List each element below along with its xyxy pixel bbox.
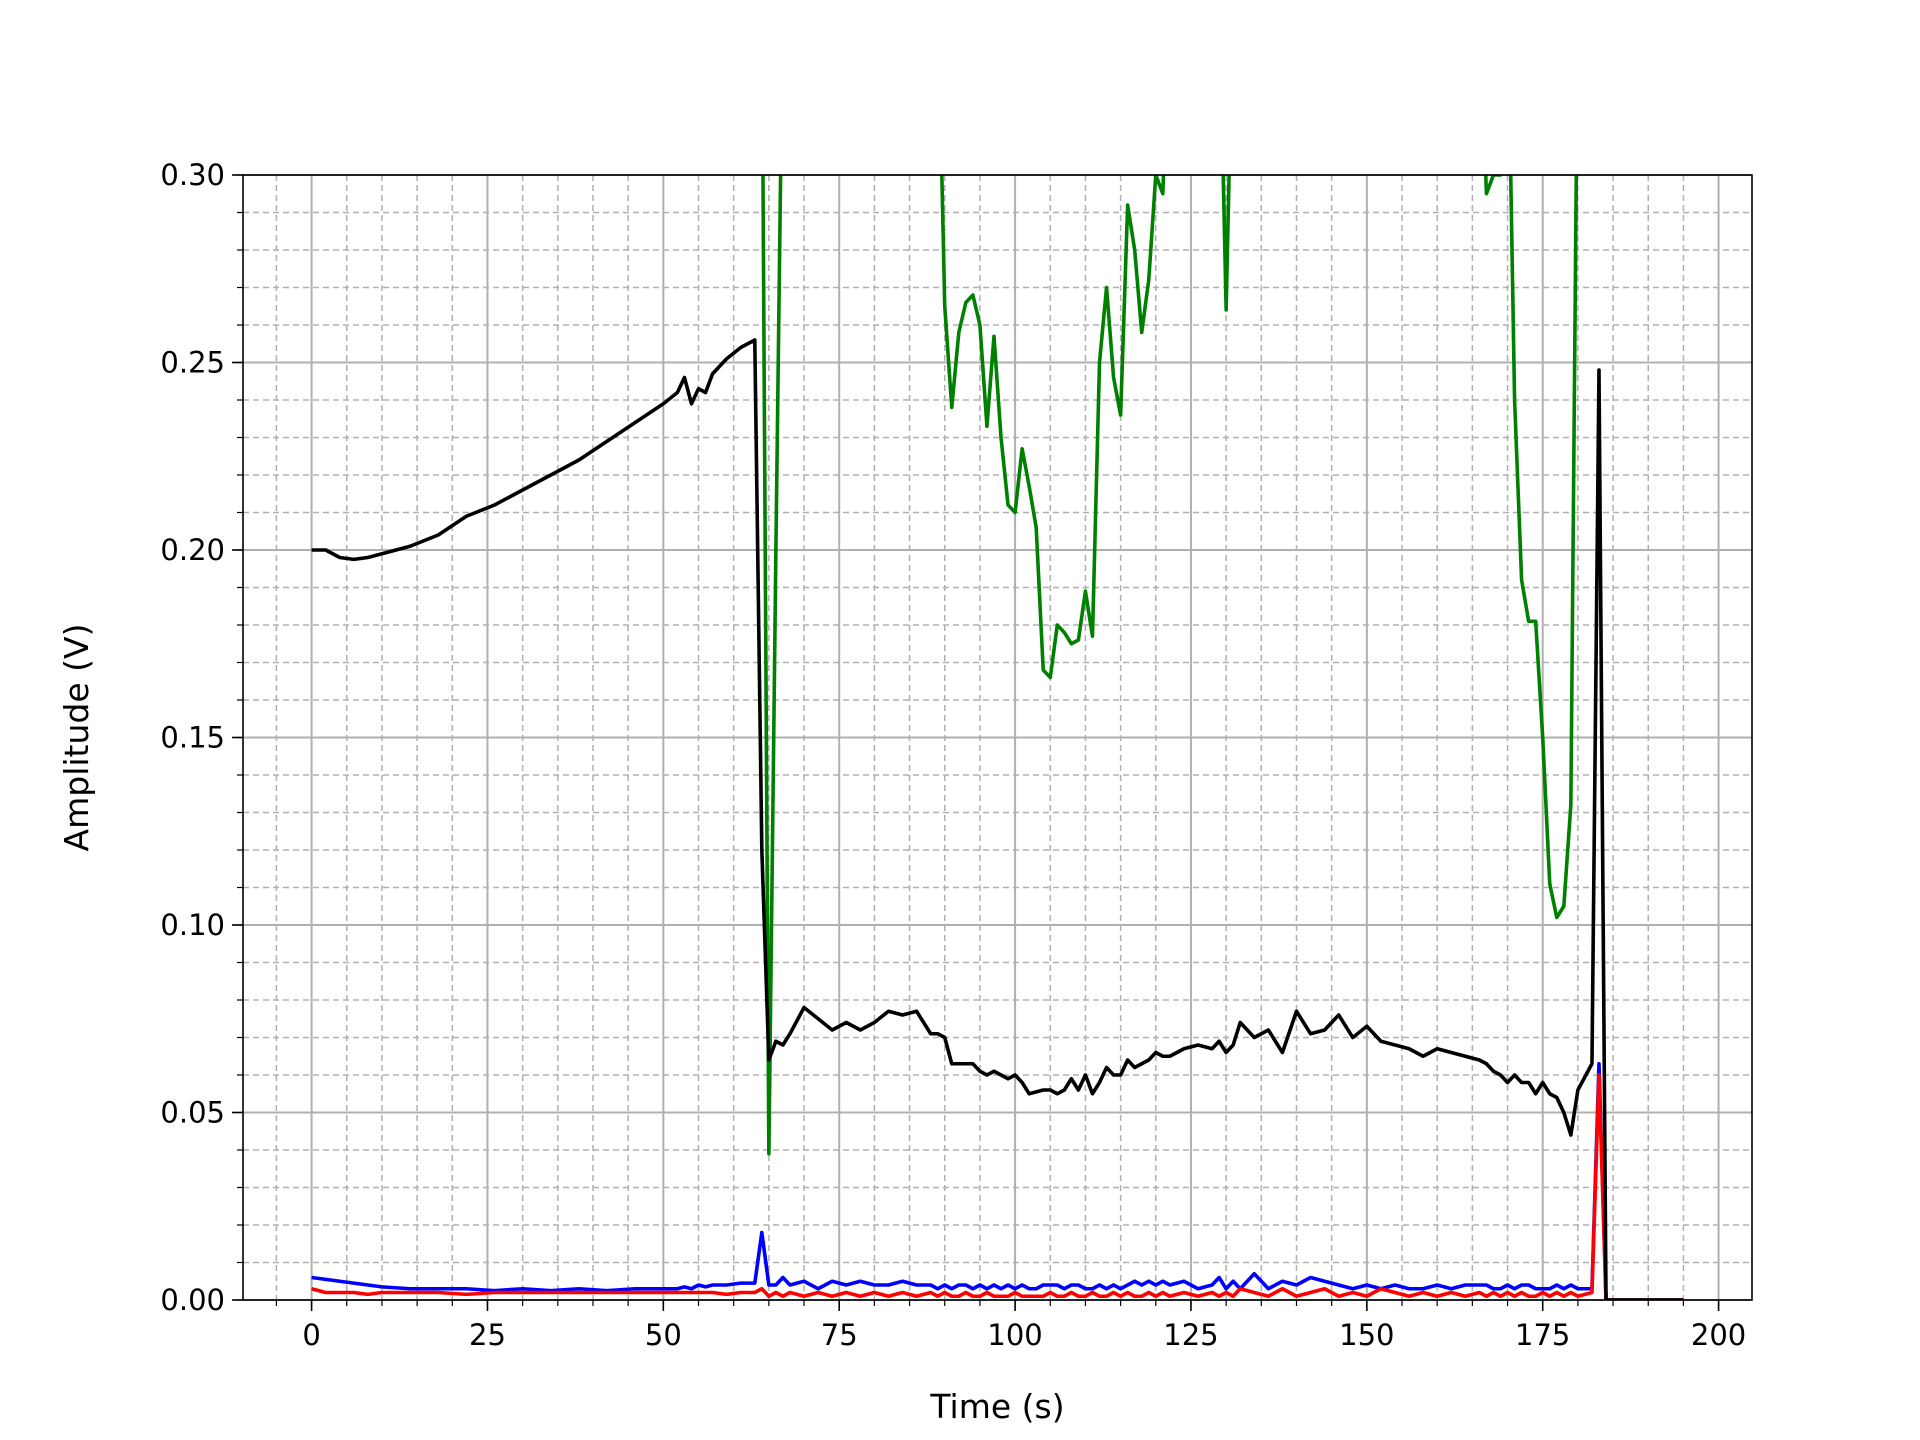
series-line: [311, 1061, 1684, 1300]
series-line: [761, 175, 783, 1156]
x-tick-label: 125: [1163, 1318, 1218, 1352]
y-tick-label: 0.20: [160, 533, 225, 567]
x-tick-label: 25: [469, 1318, 506, 1352]
y-tick-label: 0.15: [160, 721, 225, 755]
series-line: [1483, 175, 1579, 920]
y-tick-label: 0.25: [160, 346, 225, 380]
x-tick-label: 100: [987, 1318, 1042, 1352]
x-tick-label: 75: [821, 1318, 858, 1352]
plot-area: [311, 175, 1684, 1300]
x-tick-label: 0: [302, 1318, 320, 1352]
y-tick-label: 0.30: [160, 158, 225, 192]
series-line: [311, 338, 1684, 1300]
series-line: [311, 1073, 1684, 1300]
y-tick-label: 0.05: [160, 1096, 225, 1130]
x-tick-label: 50: [645, 1318, 682, 1352]
y-tick-label: 0.00: [160, 1283, 225, 1317]
x-tick-label: 175: [1515, 1318, 1570, 1352]
x-tick-label: 150: [1339, 1318, 1394, 1352]
y-tick-label: 0.10: [160, 908, 225, 942]
y-axis-label: Amplitude (V): [57, 624, 96, 852]
series-line: [1221, 175, 1231, 312]
x-tick-label: 200: [1691, 1318, 1746, 1352]
x-axis-label: Time (s): [929, 1387, 1064, 1426]
series-line: [940, 175, 1166, 680]
ticks: 0 25 50 75 100 125 150 175 200 0.00 0.05 0.10 0.15 0.…: [160, 158, 1746, 1352]
grid: [243, 174, 1752, 1301]
